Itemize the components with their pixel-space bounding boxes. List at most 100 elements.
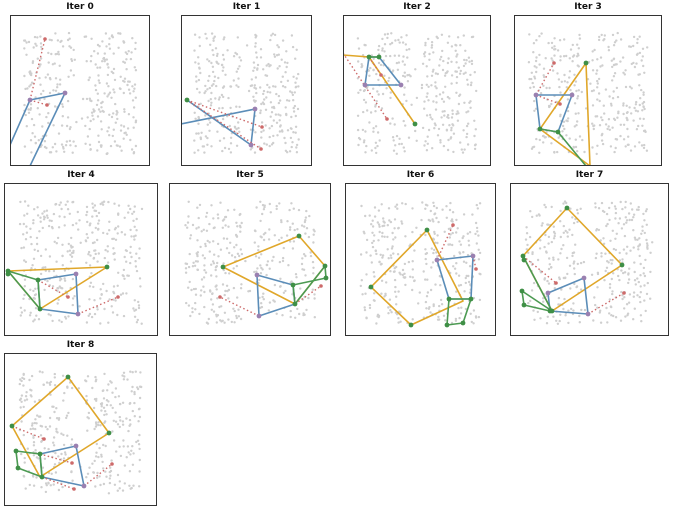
background-point — [127, 211, 130, 214]
background-point — [289, 226, 292, 229]
background-point — [247, 290, 250, 293]
background-point — [52, 444, 56, 447]
background-point — [609, 239, 612, 242]
background-point — [463, 58, 466, 62]
background-point — [403, 276, 406, 279]
background-point — [112, 67, 116, 71]
background-point — [532, 85, 535, 89]
background-point — [618, 217, 622, 220]
background-point — [232, 55, 236, 58]
background-point — [403, 272, 406, 275]
background-point — [116, 473, 120, 477]
panel-iter-7: Iter 7 — [510, 170, 669, 336]
background-point — [23, 39, 27, 42]
background-point — [291, 222, 294, 225]
background-point — [568, 57, 571, 60]
background-point — [133, 401, 136, 405]
target-dot — [558, 102, 562, 106]
background-point — [559, 252, 562, 255]
background-point-cloud — [18, 200, 144, 325]
background-point — [237, 121, 240, 124]
background-point — [634, 103, 638, 106]
background-point — [122, 40, 125, 43]
background-point — [473, 134, 476, 138]
background-point — [57, 132, 61, 135]
background-point — [235, 316, 238, 320]
background-point — [208, 60, 211, 63]
background-point — [439, 298, 443, 302]
background-point — [630, 62, 633, 66]
background-point — [559, 59, 562, 62]
background-point — [579, 207, 582, 210]
background-point — [434, 124, 437, 127]
background-point — [262, 129, 265, 132]
background-point — [193, 111, 196, 115]
background-point — [88, 127, 91, 131]
background-point — [624, 85, 628, 89]
background-point — [202, 145, 206, 148]
background-point — [129, 487, 132, 490]
purple-node — [581, 275, 587, 281]
background-point — [434, 85, 437, 88]
background-point — [34, 42, 37, 45]
background-point — [219, 201, 222, 204]
background-point — [423, 55, 426, 58]
background-point — [560, 247, 563, 251]
background-point — [187, 200, 190, 203]
background-point — [643, 231, 646, 235]
background-point — [216, 261, 219, 265]
background-point — [278, 202, 281, 205]
background-point — [373, 206, 377, 209]
background-point — [223, 36, 226, 39]
background-point — [642, 146, 646, 150]
background-point — [388, 219, 391, 222]
background-point — [196, 268, 200, 272]
background-point — [70, 255, 74, 258]
background-point — [125, 52, 129, 56]
background-point — [206, 136, 209, 140]
background-point — [191, 307, 194, 310]
background-point — [98, 81, 101, 85]
background-point — [565, 256, 569, 260]
background-point — [567, 117, 570, 120]
background-point — [252, 95, 255, 99]
background-point — [449, 137, 452, 140]
background-point — [411, 276, 414, 279]
background-point — [108, 481, 112, 485]
background-point — [236, 36, 239, 39]
background-point — [73, 58, 76, 61]
background-point — [605, 212, 609, 216]
background-point — [221, 149, 224, 153]
background-point — [221, 63, 224, 67]
background-point — [265, 273, 268, 277]
background-point — [55, 260, 58, 263]
background-point — [249, 148, 252, 151]
dotted-link — [436, 224, 454, 261]
background-point — [623, 307, 626, 310]
background-point — [458, 316, 461, 320]
background-point — [208, 86, 211, 90]
background-point — [122, 137, 125, 140]
background-point — [651, 241, 654, 244]
background-point — [637, 280, 640, 284]
background-point — [96, 115, 100, 118]
background-point — [566, 81, 569, 84]
background-point — [447, 116, 450, 120]
background-point — [26, 212, 29, 215]
background-point — [238, 213, 241, 217]
background-point — [595, 152, 598, 156]
green-node — [39, 474, 45, 480]
background-point — [380, 279, 384, 282]
background-point — [70, 443, 73, 446]
background-point — [240, 252, 244, 256]
background-point — [424, 207, 427, 210]
background-point — [236, 252, 240, 255]
background-point — [32, 257, 36, 260]
background-point — [621, 294, 624, 297]
background-point — [269, 64, 272, 67]
background-point — [48, 76, 52, 80]
background-point — [274, 113, 278, 116]
background-point — [425, 149, 429, 152]
background-point — [456, 227, 459, 230]
background-point — [359, 253, 363, 256]
